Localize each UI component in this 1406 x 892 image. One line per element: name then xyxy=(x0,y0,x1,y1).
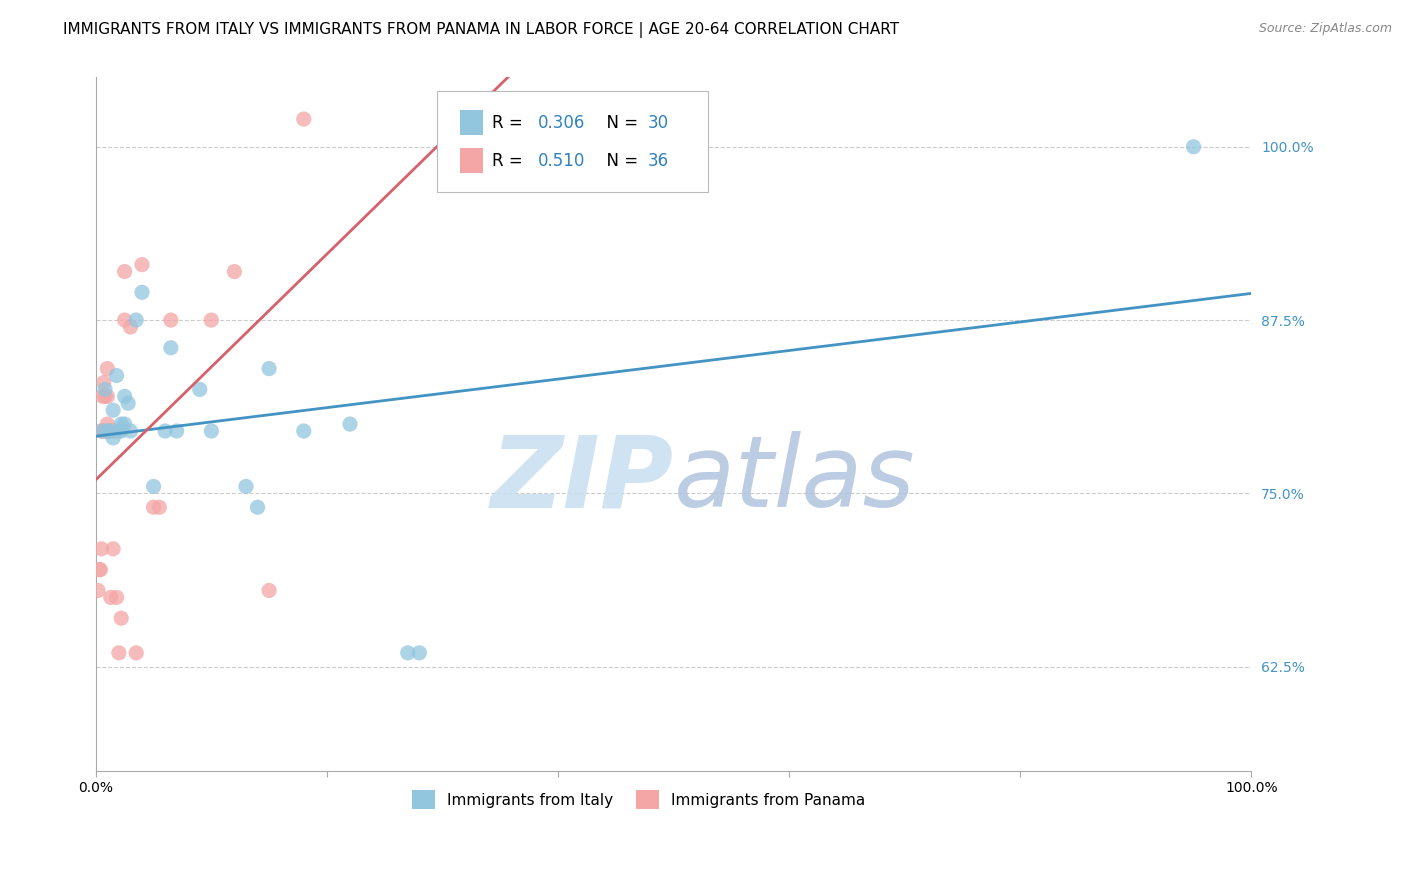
Point xyxy=(101,424,124,438)
Text: 30: 30 xyxy=(648,113,669,131)
Point xyxy=(188,383,211,397)
Point xyxy=(98,424,121,438)
Point xyxy=(235,479,257,493)
Text: IMMIGRANTS FROM ITALY VS IMMIGRANTS FROM PANAMA IN LABOR FORCE | AGE 20-64 CORRE: IMMIGRANTS FROM ITALY VS IMMIGRANTS FROM… xyxy=(63,22,900,38)
Text: R =: R = xyxy=(492,152,529,169)
Point xyxy=(153,424,176,438)
Point xyxy=(160,313,183,327)
Point xyxy=(96,424,118,438)
Point xyxy=(96,424,118,438)
Text: N =: N = xyxy=(596,152,644,169)
Point xyxy=(292,112,315,126)
Point xyxy=(101,431,124,445)
Bar xyxy=(460,110,482,135)
Point xyxy=(108,646,131,660)
Point xyxy=(396,646,419,660)
Legend: Immigrants from Italy, Immigrants from Panama: Immigrants from Italy, Immigrants from P… xyxy=(406,784,872,815)
Point xyxy=(91,424,114,438)
Point xyxy=(96,361,118,376)
Point xyxy=(200,424,222,438)
Point xyxy=(131,285,153,300)
Point xyxy=(200,313,222,327)
Point xyxy=(87,583,110,598)
Text: R =: R = xyxy=(492,113,529,131)
FancyBboxPatch shape xyxy=(437,91,709,192)
Point xyxy=(257,361,280,376)
Point xyxy=(110,417,132,431)
Text: 0.306: 0.306 xyxy=(538,113,586,131)
Point xyxy=(100,424,122,438)
Point xyxy=(125,313,148,327)
Point xyxy=(100,591,122,605)
Text: 0.510: 0.510 xyxy=(538,152,586,169)
Point xyxy=(224,264,246,278)
Point xyxy=(114,389,136,403)
Point xyxy=(120,424,142,438)
Point xyxy=(105,368,128,383)
Point xyxy=(91,389,114,403)
Point xyxy=(142,479,165,493)
Bar xyxy=(460,148,482,173)
Point xyxy=(101,403,124,417)
Point xyxy=(1182,140,1205,154)
Text: atlas: atlas xyxy=(673,431,915,528)
Point xyxy=(257,583,280,598)
Point xyxy=(246,500,269,515)
Point xyxy=(110,611,132,625)
Point xyxy=(90,424,112,438)
Point xyxy=(90,424,112,438)
Point xyxy=(131,258,153,272)
Point xyxy=(148,500,170,515)
Point xyxy=(108,424,131,438)
Point xyxy=(89,563,111,577)
Point xyxy=(96,389,118,403)
Point xyxy=(98,424,121,438)
Point xyxy=(94,424,117,438)
Point xyxy=(166,424,188,438)
Point xyxy=(160,341,183,355)
Point xyxy=(96,424,118,438)
Point xyxy=(110,424,132,438)
Point xyxy=(90,541,112,556)
Point xyxy=(94,389,117,403)
Text: 36: 36 xyxy=(648,152,669,169)
Point xyxy=(93,376,115,390)
Point xyxy=(94,383,117,397)
Point xyxy=(408,646,430,660)
Point xyxy=(89,563,111,577)
Point xyxy=(339,417,361,431)
Point xyxy=(114,313,136,327)
Point xyxy=(101,541,124,556)
Text: Source: ZipAtlas.com: Source: ZipAtlas.com xyxy=(1258,22,1392,36)
Point xyxy=(103,424,125,438)
Text: ZIP: ZIP xyxy=(491,431,673,528)
Point xyxy=(120,320,142,334)
Point xyxy=(125,646,148,660)
Point xyxy=(142,500,165,515)
Point xyxy=(114,417,136,431)
Point xyxy=(105,591,128,605)
Text: N =: N = xyxy=(596,113,644,131)
Point xyxy=(114,264,136,278)
Point xyxy=(292,424,315,438)
Point xyxy=(96,417,118,431)
Point xyxy=(117,396,139,410)
